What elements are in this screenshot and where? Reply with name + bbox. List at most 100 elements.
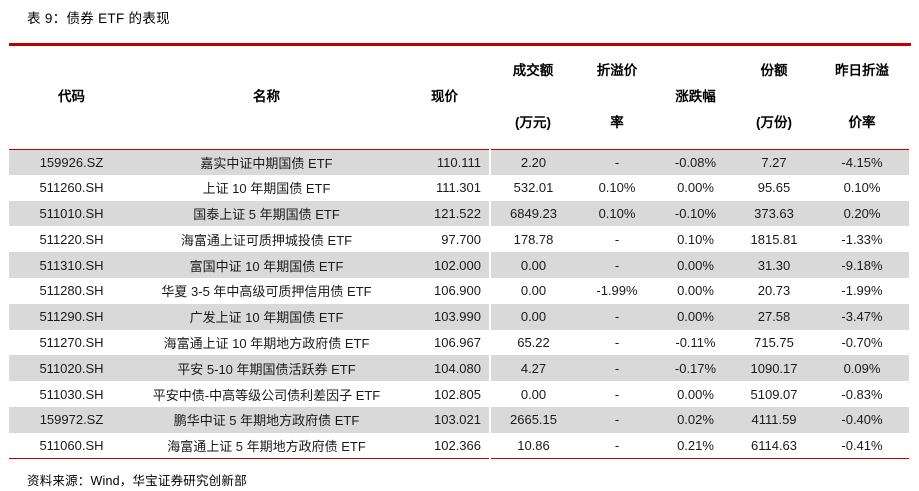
cell-change-pct: 0.00%	[677, 386, 714, 402]
table-row: 159926.SZ 嘉实中证中期国债 ETF 110.111 2.20- -0.08% 7…	[9, 149, 909, 175]
cell-change-pct: 0.00%	[658, 303, 733, 330]
cell-premium-rate: -	[614, 437, 620, 453]
cell-prev-premium: -4.15%	[815, 149, 909, 175]
cell-code: 511220.SH	[39, 231, 104, 247]
col-header-premium-rate: 折溢价率	[576, 46, 658, 150]
cell-shares: 27.58	[733, 303, 815, 330]
cell-price: 106.967	[434, 334, 481, 350]
col-header-code: 代码	[9, 46, 134, 150]
cell-name: 海富通上证 5 年期地方政府债 ETF	[167, 438, 366, 454]
cell-code: 511310.SH	[9, 252, 134, 278]
cell-premium-rate: -	[614, 386, 620, 402]
table-row: 159972.SZ 鹏华中证 5 年期地方政府债 ETF 103.021 2665.1…	[9, 406, 909, 433]
table-title: 表 9：债券 ETF 的表现	[27, 11, 170, 26]
cell-turnover: 2.20	[489, 149, 576, 175]
cell-turnover: 2665.15	[489, 406, 576, 433]
cell-shares: 7.27	[733, 149, 815, 175]
table-row: 511290.SH 广发上证 10 年期国债 ETF 103.990 0.00-0.0…	[9, 303, 909, 330]
cell-change-pct: -0.08%	[658, 149, 733, 175]
cell-prev-premium: -1.33%	[841, 231, 883, 247]
cell-shares: 95.65	[757, 180, 791, 196]
table-row: 511030.SH 平安中债-中高等级公司债利差因子 ETF 102.805 0.00…	[9, 381, 909, 407]
cell-code: 511060.SH	[39, 437, 104, 453]
cell-code: 511260.SH	[39, 180, 104, 196]
col-header-name: 名称	[134, 46, 399, 150]
cell-turnover: 0.00	[489, 252, 576, 278]
cell-turnover: 4.27	[489, 355, 576, 382]
cell-turnover: 0.00	[489, 381, 576, 407]
cell-price: 97.700	[441, 231, 481, 247]
cell-shares: 20.73	[757, 283, 791, 299]
cell-shares: 4111.59	[733, 406, 815, 433]
cell-change-pct: -0.11%	[675, 334, 716, 350]
cell-code: 159972.SZ	[9, 406, 134, 433]
cell-prev-premium: 0.20%	[815, 200, 909, 227]
cell-change-pct: 0.00%	[658, 252, 733, 278]
cell-prev-premium: 0.10%	[843, 180, 881, 196]
cell-shares: 373.63	[733, 200, 815, 227]
cell-change-pct: 0.10%	[677, 231, 714, 247]
cell-turnover: 178.78	[489, 226, 576, 253]
table-row: 511270.SH 海富通上证 10 年期地方政府债 ETF 106.967 65.2…	[9, 329, 909, 356]
cell-code: 511290.SH	[9, 303, 134, 330]
cell-turnover: 65.22	[489, 329, 576, 356]
etf-table-body: 159926.SZ 嘉实中证中期国债 ETF 110.111 2.20- -0.08% 7…	[9, 149, 909, 459]
table-row: 511060.SH 海富通上证 5 年期地方政府债 ETF 102.366 10.86…	[9, 432, 909, 459]
cell-name: 富国中证 10 年期国债 ETF	[134, 252, 399, 278]
cell-premium-rate: -	[614, 334, 620, 350]
cell-change-pct: 0.00%	[677, 180, 714, 196]
cell-code: 511030.SH	[39, 386, 104, 402]
cell-name: 国泰上证 5 年期国债 ETF	[134, 200, 399, 227]
cell-prev-premium: -9.18%	[815, 252, 909, 278]
cell-name: 海富通上证可质押城投债 ETF	[180, 232, 353, 248]
cell-shares: 1815.81	[750, 231, 798, 247]
table-row: 511020.SH 平安 5-10 年期国债活跃券 ETF 104.080 4.27-…	[9, 355, 909, 382]
cell-name: 鹏华中证 5 年期地方政府债 ETF	[134, 406, 399, 433]
cell-change-pct: 0.02%	[658, 406, 733, 433]
cell-turnover: 532.01	[489, 174, 576, 201]
cell-turnover: 0.00	[489, 303, 576, 330]
cell-name: 嘉实中证中期国债 ETF	[134, 149, 399, 175]
cell-prev-premium: -3.47%	[815, 303, 909, 330]
bond-etf-table-wrapper: 代码 名称 现价 成交额 (万元) 折溢价率 涨跌幅	[9, 43, 911, 460]
cell-change-pct: 0.21%	[677, 437, 714, 453]
table-header: 代码 名称 现价 成交额 (万元) 折溢价率 涨跌幅	[9, 46, 909, 150]
cell-price: 106.900	[434, 283, 481, 299]
cell-premium-rate: -	[576, 303, 658, 330]
table-row: 511220.SH 海富通上证可质押城投债 ETF 97.700 178.78 - 0.1…	[9, 226, 909, 253]
cell-change-pct: -0.10%	[658, 200, 733, 227]
cell-premium-rate: -	[576, 355, 658, 382]
cell-prev-premium: -0.41%	[841, 437, 883, 453]
cell-premium-rate: 0.10%	[576, 200, 658, 227]
bond-etf-table: 代码 名称 现价 成交额 (万元) 折溢价率 涨跌幅	[9, 46, 909, 460]
cell-code: 159926.SZ	[9, 149, 134, 175]
cell-premium-rate: -	[576, 406, 658, 433]
cell-prev-premium: -0.70%	[841, 334, 883, 350]
table-row: 511010.SH 国泰上证 5 年期国债 ETF 121.522 6849.23 0.…	[9, 200, 909, 227]
cell-price: 111.301	[435, 180, 481, 196]
cell-price: 102.805	[434, 386, 481, 402]
cell-code: 511280.SH	[39, 283, 104, 299]
cell-premium-rate: -	[576, 149, 658, 175]
col-header-price: 现价	[399, 46, 490, 150]
table-row: 511260.SH 上证 10 年期国债 ETF 111.301 532.01 0.10…	[9, 174, 909, 201]
cell-shares: 5109.07	[750, 386, 798, 402]
col-header-turnover: 成交额 (万元)	[490, 46, 576, 150]
col-header-prev-premium: 昨日折溢 价率	[815, 46, 909, 150]
cell-prev-premium: 0.09%	[815, 355, 909, 382]
table-row: 511280.SH 华夏 3-5 年中高级可质押信用债 ETF 106.900 0.0…	[9, 277, 909, 304]
cell-name: 上证 10 年期国债 ETF	[202, 181, 331, 197]
cell-turnover: 10.86	[489, 432, 576, 459]
cell-price: 121.522	[399, 200, 490, 227]
cell-name: 广发上证 10 年期国债 ETF	[134, 303, 399, 330]
cell-price: 103.021	[399, 406, 490, 433]
cell-turnover: 0.00	[489, 277, 576, 304]
cell-code: 511020.SH	[9, 355, 134, 382]
col-header-change-pct: 涨跌幅	[658, 46, 733, 150]
cell-price: 110.111	[399, 149, 490, 175]
cell-shares: 31.30	[733, 252, 815, 278]
cell-name: 平安 5-10 年期国债活跃券 ETF	[134, 355, 399, 382]
col-header-shares: 份额 (万份)	[733, 46, 815, 150]
table-row: 511310.SH 富国中证 10 年期国债 ETF 102.000 0.00-0.0…	[9, 252, 909, 278]
